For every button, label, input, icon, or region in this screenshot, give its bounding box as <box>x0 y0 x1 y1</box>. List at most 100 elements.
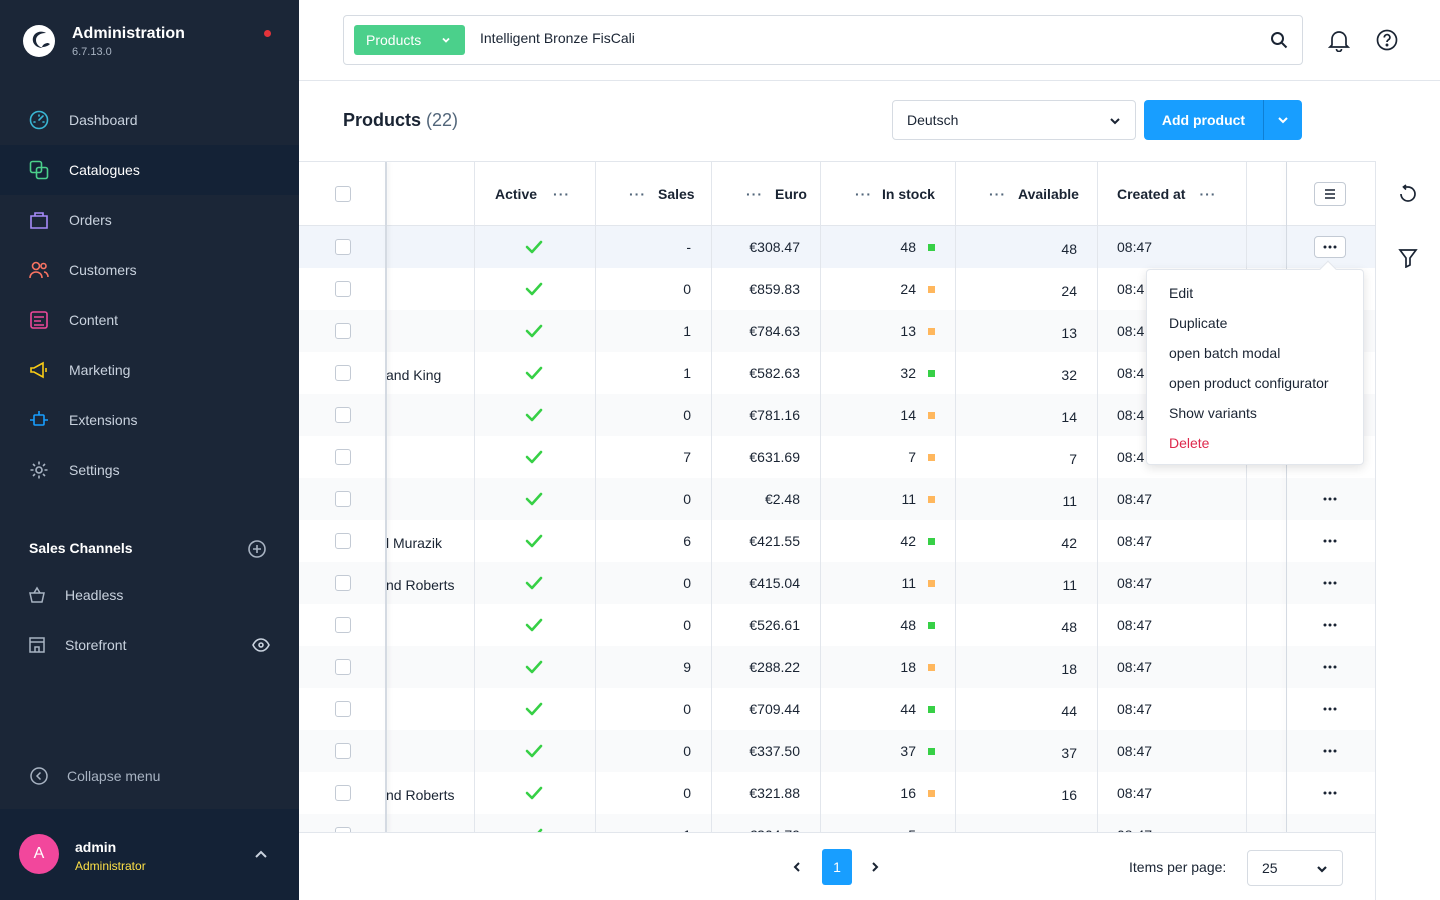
row-actions-button[interactable] <box>1314 782 1346 804</box>
row-actions-button[interactable] <box>1314 614 1346 636</box>
global-search[interactable]: Products <box>343 15 1303 65</box>
row-checkbox[interactable] <box>335 365 351 381</box>
stock-status-dot <box>928 831 935 832</box>
add-sales-channel-icon[interactable] <box>247 539 267 559</box>
context-menu-duplicate[interactable]: Duplicate <box>1169 315 1228 331</box>
table-row[interactable]: l Murazik 6 €421.55 42 42 08:47 <box>299 520 1375 562</box>
context-menu-edit[interactable]: Edit <box>1169 285 1194 301</box>
row-checkbox[interactable] <box>335 701 351 717</box>
table-row[interactable]: 0 €337.50 37 37 08:47 <box>299 730 1375 772</box>
cell-name[interactable]: and King <box>386 367 442 383</box>
sidebar-item-dashboard[interactable]: Dashboard <box>0 95 299 145</box>
cell-name[interactable]: l Murazik <box>386 535 443 551</box>
add-product-split-button[interactable] <box>1263 100 1302 140</box>
sidebar-item-customers[interactable]: Customers <box>0 245 299 295</box>
row-checkbox[interactable] <box>335 575 351 591</box>
row-checkbox[interactable] <box>335 785 351 801</box>
sidebar-item-content[interactable]: Content <box>0 295 299 345</box>
row-actions-button[interactable] <box>1314 740 1346 762</box>
column-menu-icon[interactable]: ··· <box>746 186 763 202</box>
filter-icon[interactable] <box>1398 248 1418 268</box>
table-row[interactable]: nd Roberts 0 €321.88 16 16 08:47 <box>299 772 1375 814</box>
column-menu-icon[interactable]: ··· <box>553 186 571 202</box>
user-panel[interactable]: A admin Administrator <box>0 809 299 900</box>
refresh-icon[interactable] <box>1398 184 1418 204</box>
column-menu-icon[interactable]: ··· <box>989 186 1006 202</box>
column-label: Available <box>1018 186 1079 202</box>
sales-channel-storefront[interactable]: Storefront <box>28 630 278 660</box>
column-header-available[interactable]: ··· Available <box>989 162 1079 226</box>
row-actions-button[interactable] <box>1314 236 1346 258</box>
table-row[interactable]: 0 €709.44 44 44 08:47 <box>299 688 1375 730</box>
cell-name[interactable]: nd Roberts <box>386 787 455 803</box>
row-checkbox[interactable] <box>335 449 351 465</box>
table-row[interactable]: 0 €526.61 48 48 08:47 <box>299 604 1375 646</box>
column-menu-icon[interactable]: ··· <box>1199 186 1217 202</box>
search-icon[interactable] <box>1270 31 1288 49</box>
items-per-page-select[interactable]: 25 <box>1247 850 1343 886</box>
table-row[interactable]: nd Roberts 0 €415.04 11 11 08:47 <box>299 562 1375 604</box>
select-all-checkbox[interactable] <box>335 186 351 202</box>
check-icon <box>525 618 543 632</box>
table-row[interactable]: 9 €288.22 18 18 08:47 <box>299 646 1375 688</box>
chevron-up-icon[interactable] <box>254 849 268 859</box>
row-actions-button[interactable] <box>1314 530 1346 552</box>
row-checkbox[interactable] <box>335 323 351 339</box>
stock-value: 42 <box>900 533 916 549</box>
context-menu-batch-modal[interactable]: open batch modal <box>1169 345 1281 361</box>
bell-icon[interactable] <box>1328 28 1350 52</box>
row-checkbox[interactable] <box>335 617 351 633</box>
sidebar-item-marketing[interactable]: Marketing <box>0 345 299 395</box>
row-checkbox[interactable] <box>335 827 351 832</box>
sidebar-item-catalogues[interactable]: Catalogues <box>0 145 299 195</box>
language-select[interactable]: Deutsch <box>892 100 1136 140</box>
context-menu-product-configurator[interactable]: open product configurator <box>1169 375 1329 391</box>
sidebar-item-orders[interactable]: Orders <box>0 195 299 245</box>
column-settings-button[interactable] <box>1314 182 1346 206</box>
page-button-current[interactable]: 1 <box>822 849 852 885</box>
more-icon <box>1323 665 1337 669</box>
table-row[interactable]: 7 €631.69 7 7 08:4 <box>299 436 1375 478</box>
chevron-left-icon[interactable] <box>791 861 803 873</box>
row-checkbox[interactable] <box>335 491 351 507</box>
row-checkbox[interactable] <box>335 743 351 759</box>
column-header-in-stock[interactable]: ··· In stock <box>855 162 935 226</box>
table-row[interactable]: 1 €304.79 5 5 08:47 <box>299 814 1375 832</box>
check-icon <box>525 702 543 716</box>
sidebar-item-extensions[interactable]: Extensions <box>0 395 299 445</box>
row-actions-button[interactable] <box>1314 824 1346 832</box>
row-checkbox[interactable] <box>335 659 351 675</box>
table-row[interactable]: - €308.47 48 48 08:47 <box>299 226 1375 268</box>
table-row[interactable]: and King 1 €582.63 32 32 08:4 <box>299 352 1375 394</box>
column-menu-icon[interactable]: ··· <box>855 186 872 202</box>
search-type-tag[interactable]: Products <box>354 25 465 55</box>
row-actions-button[interactable] <box>1314 572 1346 594</box>
collapse-menu-button[interactable]: Collapse menu <box>29 766 160 786</box>
column-header-active[interactable]: Active ··· <box>495 162 570 226</box>
row-actions-button[interactable] <box>1314 698 1346 720</box>
column-header-euro[interactable]: ··· Euro <box>746 162 807 226</box>
row-checkbox[interactable] <box>335 407 351 423</box>
table-row[interactable]: 0 €2.48 11 11 08:47 <box>299 478 1375 520</box>
column-menu-icon[interactable]: ··· <box>629 186 646 202</box>
chevron-right-icon[interactable] <box>869 861 881 873</box>
cell-in-stock: 5 <box>820 814 935 832</box>
search-input[interactable] <box>480 30 1240 46</box>
column-header-created-at[interactable]: Created at ··· <box>1117 162 1216 226</box>
sales-channel-headless[interactable]: Headless <box>28 580 278 610</box>
sidebar-item-settings[interactable]: Settings <box>0 445 299 495</box>
context-menu-show-variants[interactable]: Show variants <box>1169 405 1257 421</box>
row-actions-button[interactable] <box>1314 488 1346 510</box>
row-checkbox[interactable] <box>335 239 351 255</box>
eye-icon[interactable] <box>252 638 270 652</box>
column-divider <box>955 162 956 832</box>
column-header-sales[interactable]: ··· Sales <box>629 162 695 226</box>
context-menu-delete[interactable]: Delete <box>1169 435 1210 451</box>
row-checkbox[interactable] <box>335 533 351 549</box>
help-icon[interactable] <box>1376 29 1398 51</box>
cell-name[interactable]: nd Roberts <box>386 577 455 593</box>
table-row[interactable]: 0 €859.83 24 24 08:4 <box>299 268 1375 310</box>
row-actions-button[interactable] <box>1314 656 1346 678</box>
row-checkbox[interactable] <box>335 281 351 297</box>
add-product-button[interactable]: Add product <box>1144 100 1263 140</box>
